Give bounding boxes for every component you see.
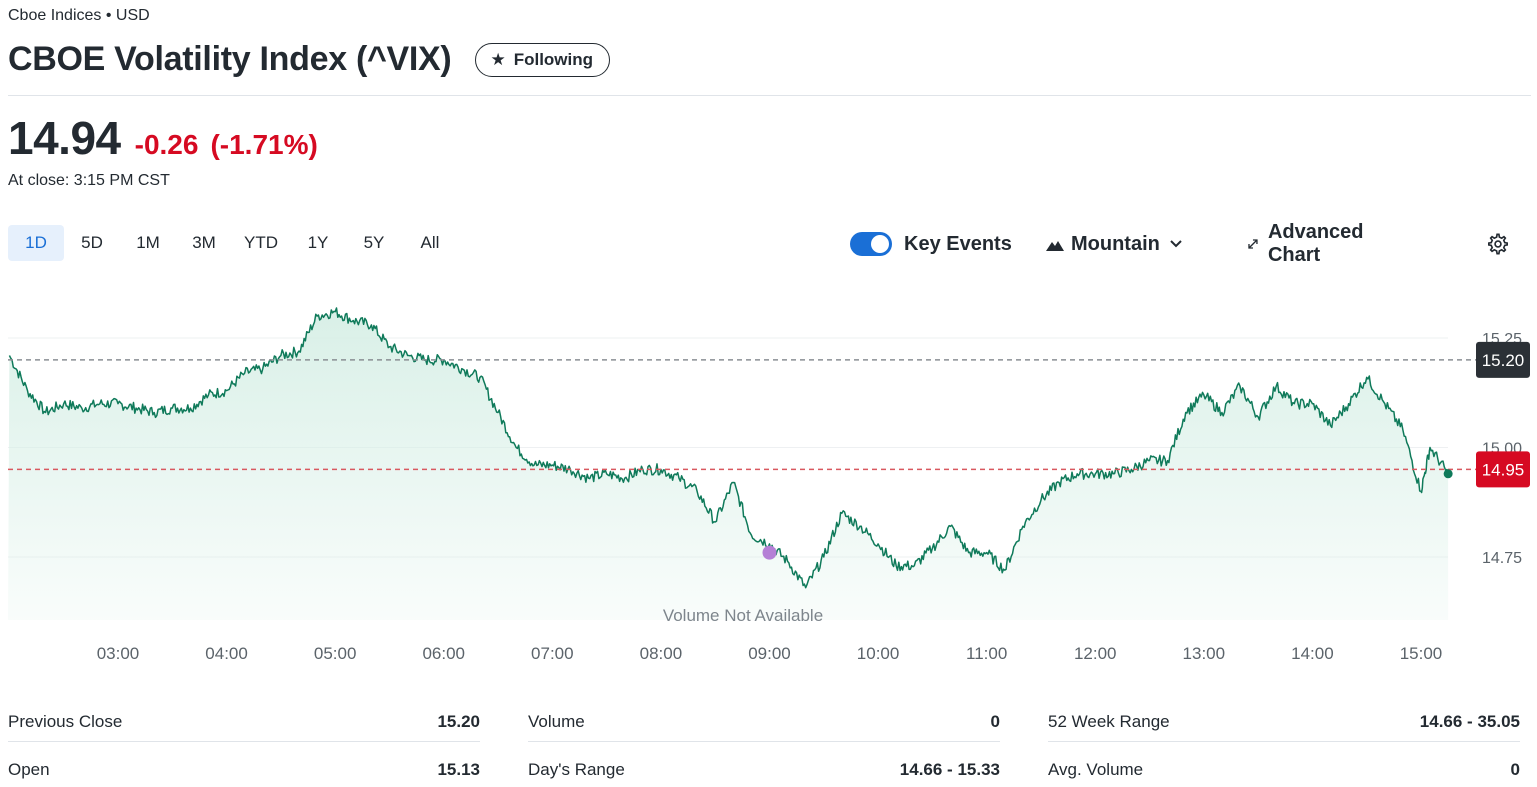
advanced-chart-button[interactable]: Advanced Chart bbox=[1247, 221, 1370, 266]
range-tab-5y[interactable]: 5Y bbox=[363, 233, 385, 252]
x-tick-label: 14:00 bbox=[1291, 644, 1334, 663]
stats-column-2: Volume 0 Day's Range 14.66 - 15.33 bbox=[528, 702, 1000, 787]
x-tick-label: 10:00 bbox=[857, 644, 900, 663]
stat-52-week-range: 52 Week Range 14.66 - 35.05 bbox=[1048, 702, 1520, 742]
stat-value: 0 bbox=[1510, 759, 1520, 779]
current-price-badge bbox=[1476, 451, 1530, 488]
current-price-badge-label: 14.95 bbox=[1482, 460, 1525, 479]
stat-label: Day's Range bbox=[528, 759, 625, 779]
range-tab-5d[interactable]: 5D bbox=[81, 233, 103, 252]
chart-controls: Key Events Mountain Advanced Chart bbox=[850, 221, 1508, 266]
advanced-chart-label: Advanced Chart bbox=[1267, 221, 1364, 266]
stat-value: 0 bbox=[990, 711, 1000, 731]
current-price: 14.94 bbox=[8, 112, 121, 164]
stat-label: Previous Close bbox=[8, 711, 123, 731]
stat-label: Volume bbox=[528, 711, 585, 731]
stats-column-1: Previous Close 15.20 Open 15.13 bbox=[8, 702, 480, 787]
stat-label: Avg. Volume bbox=[1048, 759, 1144, 779]
star-icon: ★ bbox=[490, 49, 506, 69]
range-tab-1y[interactable]: 1Y bbox=[307, 233, 329, 252]
previous-close-badge bbox=[1476, 341, 1530, 378]
x-tick-label: 07:00 bbox=[531, 644, 574, 663]
price-line bbox=[8, 307, 1449, 589]
stat-open: Open 15.13 bbox=[8, 750, 480, 787]
x-tick-label: 04:00 bbox=[205, 644, 248, 663]
stat-label: Open bbox=[8, 759, 50, 779]
volume-note: Volume Not Available bbox=[663, 606, 823, 625]
x-tick-label: 09:00 bbox=[748, 644, 791, 663]
stats-column-3: 52 Week Range 14.66 - 35.05 Avg. Volume … bbox=[1048, 702, 1520, 787]
range-tab-1d[interactable]: 1D bbox=[8, 225, 64, 261]
x-tick-label: 15:00 bbox=[1400, 644, 1443, 663]
range-tab-all[interactable]: All bbox=[420, 233, 440, 252]
stat-previous-close: Previous Close 15.20 bbox=[8, 702, 480, 742]
range-tab-1m[interactable]: 1M bbox=[136, 233, 160, 252]
stat-avg-volume: Avg. Volume 0 bbox=[1048, 750, 1520, 787]
stat-value: 14.66 - 15.33 bbox=[899, 759, 1000, 779]
key-event-marker bbox=[762, 545, 777, 560]
chart-type-label: Mountain bbox=[1071, 232, 1160, 255]
following-button[interactable]: ★ Following bbox=[475, 42, 611, 77]
x-tick-label: 11:00 bbox=[966, 644, 1007, 663]
chevron-down-icon bbox=[1170, 240, 1182, 248]
x-tick-label: 05:00 bbox=[314, 644, 357, 663]
x-tick-label: 08:00 bbox=[640, 644, 683, 663]
stat-volume: Volume 0 bbox=[528, 702, 1000, 742]
page-title: CBOE Volatility Index (^VIX) bbox=[8, 40, 452, 78]
stat-value: 15.20 bbox=[437, 711, 480, 731]
range-tabs: 1D 5D 1M 3M YTD 1Y 5Y All bbox=[8, 225, 458, 261]
header-divider bbox=[8, 95, 1531, 96]
x-tick-label: 06:00 bbox=[422, 644, 465, 663]
key-events-label: Key Events bbox=[904, 232, 1012, 255]
chart-type-dropdown[interactable]: Mountain bbox=[1046, 228, 1182, 260]
expand-arrows-icon bbox=[1248, 239, 1258, 249]
stat-value: 15.13 bbox=[437, 759, 480, 779]
stat-value: 14.66 - 35.05 bbox=[1419, 711, 1520, 731]
y-tick-label: 14.75 bbox=[1482, 550, 1522, 567]
mountain-icon bbox=[1046, 241, 1064, 251]
stat-label: 52 Week Range bbox=[1048, 711, 1170, 731]
x-tick-label: 13:00 bbox=[1183, 644, 1226, 663]
gear-icon[interactable] bbox=[1487, 233, 1509, 255]
price-change: -0.26 bbox=[134, 129, 199, 160]
last-price-dot bbox=[1443, 469, 1453, 479]
range-tab-ytd[interactable]: YTD bbox=[244, 233, 278, 252]
stat-days-range: Day's Range 14.66 - 15.33 bbox=[528, 750, 1000, 787]
following-label: Following bbox=[513, 49, 594, 69]
title-row: CBOE Volatility Index (^VIX) ★ Following bbox=[8, 40, 611, 79]
price-change-percent: (-1.71%) bbox=[210, 129, 318, 160]
x-tick-label: 03:00 bbox=[97, 644, 140, 663]
area-fill bbox=[8, 308, 1449, 620]
range-tab-3m[interactable]: 3M bbox=[192, 233, 216, 252]
exchange-label: Cboe Indices • USD bbox=[8, 7, 150, 24]
close-time: At close: 3:15 PM CST bbox=[8, 172, 170, 189]
x-tick-label: 12:00 bbox=[1074, 644, 1117, 663]
quote-row: 14.94 -0.26 (-1.71%) bbox=[8, 111, 318, 165]
previous-close-badge-label: 15.20 bbox=[1482, 351, 1525, 370]
price-chart[interactable]: 14.75 15.00 15.25 15.20 14.95 Volume Not Avai… bbox=[0, 280, 1537, 680]
key-events-toggle[interactable] bbox=[850, 232, 892, 256]
